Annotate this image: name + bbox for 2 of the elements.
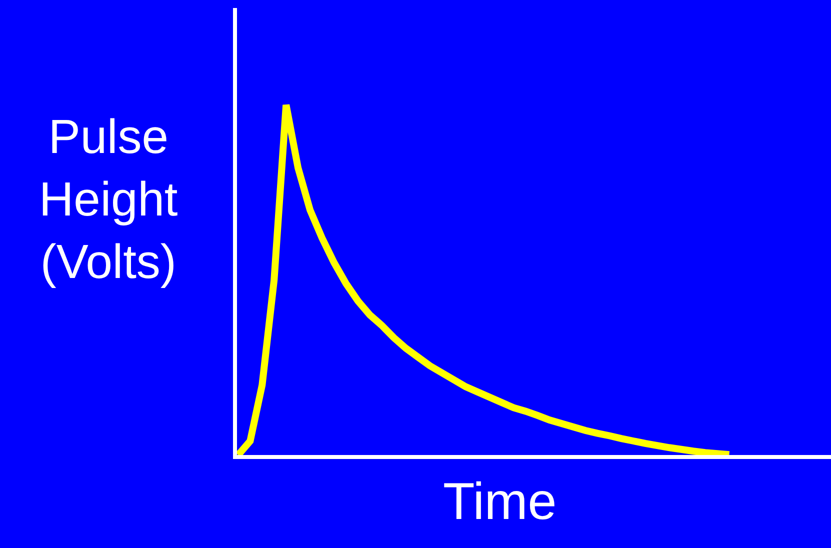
y-axis-title: Pulse Height (Volts)	[39, 111, 178, 289]
x-axis-title: Time	[443, 473, 557, 531]
